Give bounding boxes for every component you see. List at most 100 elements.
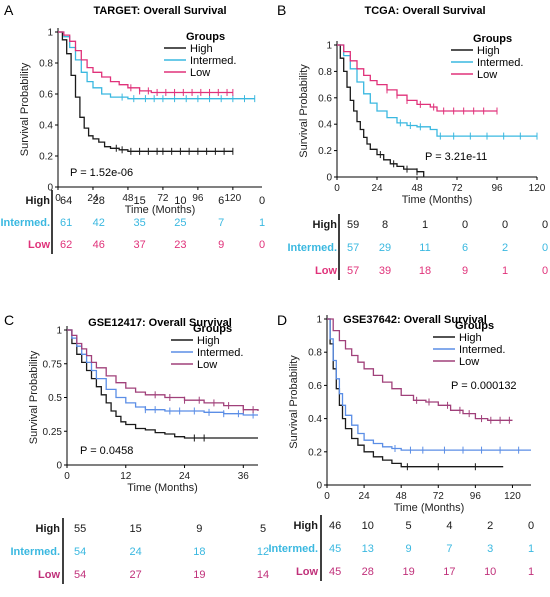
y-tick-label: 1 xyxy=(316,315,322,326)
risk-count: 18 xyxy=(419,265,431,277)
risk-count: 39 xyxy=(379,265,391,277)
x-tick-label: 120 xyxy=(225,193,242,204)
legend-label: Intermed. xyxy=(197,347,243,359)
x-tick-label: 120 xyxy=(529,183,546,194)
risk-count: 15 xyxy=(133,195,145,207)
risk-count: 0 xyxy=(542,242,548,254)
risk-count: 7 xyxy=(218,217,224,229)
km-panel-b: B TCGA: Overall Survival 0 0.2 0.4 0.6 0.8 1 0… xyxy=(275,0,550,300)
risk-count: 23 xyxy=(174,239,186,251)
risk-count: 5 xyxy=(406,520,412,532)
km-chart-a: A TARGET: Overall Survival 0 0.2 0.4 0.6 0.8… xyxy=(0,2,265,254)
risk-count: 17 xyxy=(443,566,455,578)
risk-row-label: Low xyxy=(28,239,50,251)
legend-title: Groups xyxy=(455,320,494,332)
x-tick-label: 0 xyxy=(55,193,61,204)
y-tick-label: 0.4 xyxy=(318,120,332,131)
risk-count: 9 xyxy=(462,265,468,277)
survival-curve-high xyxy=(337,44,425,177)
risk-row-label: Intermed. xyxy=(10,546,60,558)
legend-title: Groups xyxy=(473,33,512,45)
plot-area-d: 0 0.2 0.4 0.6 0.8 1 0 24 48 72 96 120 Time (Months) S… xyxy=(288,315,531,514)
risk-count: 59 xyxy=(347,219,359,231)
x-tick-label: 96 xyxy=(491,183,503,194)
risk-table-b: High 59 8 1 0 0 0 Intermed. 57 29 11 6 2 0 Low 57 39 18 9 1… xyxy=(287,214,548,280)
risk-count: 0 xyxy=(542,219,548,231)
km-panel-a: A TARGET: Overall Survival 0 0.2 0.4 0.6 0.8… xyxy=(0,0,275,300)
plot-area-b: 0 0.2 0.4 0.6 0.8 1 0 24 48 72 96 120 Time (Months) S… xyxy=(298,33,546,206)
risk-count: 7 xyxy=(446,543,452,555)
x-tick-label: 96 xyxy=(192,193,204,204)
risk-row-label: Intermed. xyxy=(0,217,50,229)
x-tick-label: 72 xyxy=(433,491,445,502)
risk-count: 45 xyxy=(329,543,341,555)
km-chart-c: C GSE12417: Overall Survival 0 0.25 0.5 0.7… xyxy=(4,312,269,584)
survival-curve-intermed xyxy=(67,329,258,416)
x-tick-label: 24 xyxy=(179,471,191,482)
survival-curve-low xyxy=(67,329,259,411)
x-tick-label: 0 xyxy=(334,183,340,194)
x-axis-label: Time (Months) xyxy=(402,194,473,206)
y-tick-label: 0.8 xyxy=(308,348,322,359)
risk-row-label: Intermed. xyxy=(287,242,337,254)
risk-count: 28 xyxy=(362,566,374,578)
x-tick-label: 12 xyxy=(120,471,132,482)
risk-count: 3 xyxy=(487,543,493,555)
risk-row-label: Low xyxy=(315,265,337,277)
risk-count: 18 xyxy=(193,546,205,558)
risk-count: 57 xyxy=(347,242,359,254)
y-tick-label: 1 xyxy=(56,326,62,337)
y-tick-label: 0.4 xyxy=(308,414,322,425)
p-value: P = 0.000132 xyxy=(451,380,517,392)
chart-title-d: GSE37642: Overall Survival xyxy=(343,314,487,326)
risk-count: 45 xyxy=(329,566,341,578)
plot-area-c: 0 0.25 0.5 0.75 1 0 12 24 36 Time (Months) Surviva… xyxy=(28,323,259,494)
risk-count: 9 xyxy=(196,523,202,535)
panel-letter-d: D xyxy=(277,312,287,328)
risk-count: 10 xyxy=(174,195,186,207)
y-tick-label: 0.6 xyxy=(39,90,53,101)
risk-row-label: High xyxy=(36,523,61,535)
risk-table-c: High 55 15 9 5 Intermed. 54 24 18 12 Low 54 27 19 14 xyxy=(10,518,269,584)
risk-count: 55 xyxy=(74,523,86,535)
risk-count: 0 xyxy=(462,219,468,231)
y-tick-label: 0.25 xyxy=(43,427,63,438)
risk-count: 25 xyxy=(174,217,186,229)
x-tick-label: 120 xyxy=(504,491,521,502)
risk-row-label: High xyxy=(294,520,319,532)
y-tick-label: 0.2 xyxy=(318,146,332,157)
y-tick-label: 0 xyxy=(47,183,53,194)
y-tick-label: 0.4 xyxy=(39,121,53,132)
risk-count: 42 xyxy=(93,217,105,229)
risk-count: 57 xyxy=(347,265,359,277)
risk-count: 62 xyxy=(60,239,72,251)
risk-count: 10 xyxy=(484,566,496,578)
chart-title-a: TARGET: Overall Survival xyxy=(93,5,226,17)
chart-title-b: TCGA: Overall Survival xyxy=(364,5,485,17)
x-tick-label: 72 xyxy=(451,183,463,194)
survival-curve-high xyxy=(67,329,258,439)
x-axis-label: Time (Months) xyxy=(394,502,465,514)
legend-title: Groups xyxy=(186,31,225,43)
y-tick-label: 0.75 xyxy=(43,359,63,370)
p-value: P = 0.0458 xyxy=(80,445,133,457)
y-tick-label: 0.8 xyxy=(39,59,53,70)
risk-count: 1 xyxy=(502,265,508,277)
risk-table-d: High 46 10 5 4 2 0 Intermed. 45 13 9 7 3 1 Low 45 28 19 17… xyxy=(268,515,534,581)
y-axis-label: Survival Probability xyxy=(288,355,300,449)
risk-count: 0 xyxy=(259,195,265,207)
risk-row-label: Intermed. xyxy=(268,543,318,555)
chart-title-c: GSE12417: Overall Survival xyxy=(88,317,232,329)
survival-curve-intermed xyxy=(337,44,537,137)
panel-letter-a: A xyxy=(4,2,14,18)
survival-curve-low xyxy=(58,31,233,94)
x-tick-label: 24 xyxy=(359,491,371,502)
risk-count: 0 xyxy=(528,520,534,532)
legend-label: High xyxy=(459,332,482,344)
survival-curve-high xyxy=(58,31,233,152)
legend-label: High xyxy=(190,43,213,55)
x-tick-label: 48 xyxy=(122,193,134,204)
